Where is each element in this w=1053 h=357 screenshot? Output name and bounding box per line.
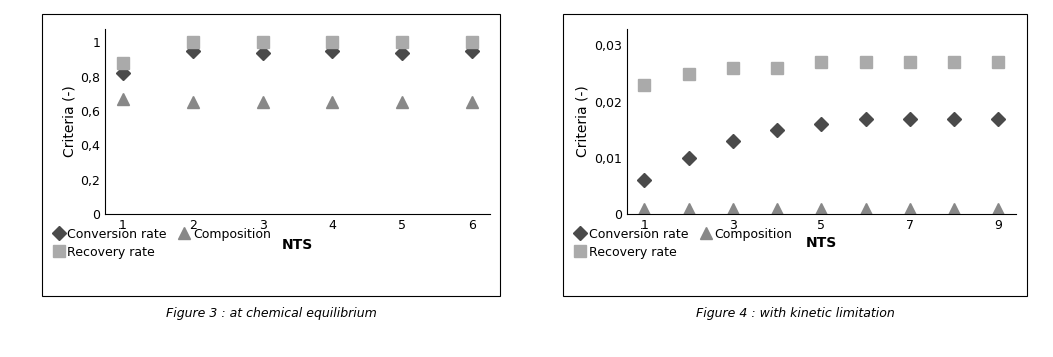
Text: Figure 3 : at chemical equilibrium: Figure 3 : at chemical equilibrium: [165, 307, 377, 320]
Conversion rate: [465, 49, 478, 53]
Recovery rate: [117, 61, 130, 65]
Conversion rate: [948, 116, 960, 121]
Line: Recovery rate: Recovery rate: [117, 37, 478, 69]
Text: NTS: NTS: [282, 238, 313, 252]
Composition: [465, 100, 478, 105]
Composition: [815, 206, 828, 211]
Composition: [771, 206, 783, 211]
Text: Figure 4 : with kinetic limitation: Figure 4 : with kinetic limitation: [696, 307, 894, 320]
Conversion rate: [326, 49, 339, 53]
Composition: [859, 206, 872, 211]
Conversion rate: [771, 128, 783, 132]
Recovery rate: [638, 83, 651, 87]
Recovery rate: [396, 40, 409, 45]
Composition: [186, 100, 199, 105]
Recovery rate: [948, 60, 960, 65]
Composition: [948, 206, 960, 211]
Recovery rate: [256, 40, 269, 45]
Conversion rate: [859, 116, 872, 121]
Legend: Conversion rate, Recovery rate, Composition: Conversion rate, Recovery rate, Composit…: [54, 228, 271, 258]
Composition: [682, 206, 695, 211]
Recovery rate: [815, 60, 828, 65]
Recovery rate: [682, 71, 695, 76]
X-axis label: NTS: NTS: [806, 236, 837, 250]
Conversion rate: [727, 139, 739, 143]
Line: Conversion rate: Conversion rate: [118, 46, 477, 78]
Composition: [638, 206, 651, 211]
Line: Conversion rate: Conversion rate: [639, 114, 1004, 185]
Legend: Conversion rate, Recovery rate, Composition: Conversion rate, Recovery rate, Composit…: [575, 228, 792, 258]
Conversion rate: [638, 178, 651, 182]
Conversion rate: [815, 122, 828, 126]
Conversion rate: [396, 50, 409, 55]
Conversion rate: [256, 50, 269, 55]
Line: Recovery rate: Recovery rate: [639, 57, 1004, 90]
Recovery rate: [859, 60, 872, 65]
Line: Composition: Composition: [117, 94, 478, 108]
Composition: [727, 206, 739, 211]
Recovery rate: [186, 40, 199, 45]
Recovery rate: [992, 60, 1005, 65]
Y-axis label: Criteria (-): Criteria (-): [576, 86, 590, 157]
Recovery rate: [771, 66, 783, 70]
Conversion rate: [117, 71, 130, 75]
Composition: [992, 206, 1005, 211]
Composition: [256, 100, 269, 105]
Composition: [117, 97, 130, 101]
Composition: [396, 100, 409, 105]
Recovery rate: [903, 60, 916, 65]
Composition: [326, 100, 339, 105]
Conversion rate: [682, 156, 695, 160]
Recovery rate: [326, 40, 339, 45]
Recovery rate: [465, 40, 478, 45]
Conversion rate: [992, 116, 1005, 121]
Composition: [903, 206, 916, 211]
Recovery rate: [727, 66, 739, 70]
Conversion rate: [903, 116, 916, 121]
Y-axis label: Criteria (-): Criteria (-): [62, 86, 76, 157]
Line: Composition: Composition: [639, 203, 1004, 214]
Conversion rate: [186, 49, 199, 53]
